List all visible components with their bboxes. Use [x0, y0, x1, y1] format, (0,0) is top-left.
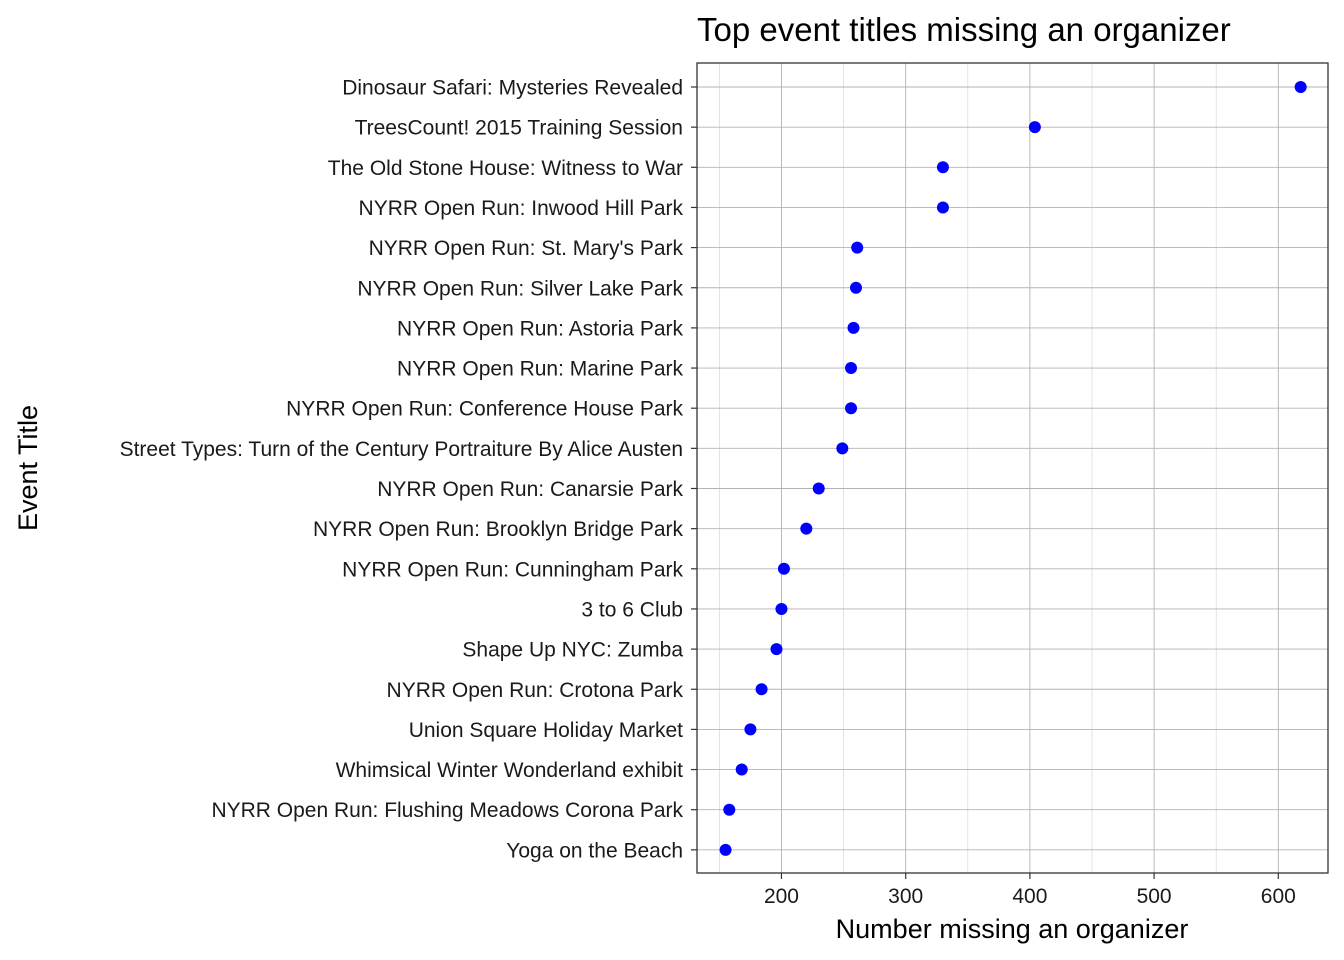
data-point	[744, 723, 757, 736]
data-point	[735, 763, 748, 776]
data-point	[849, 281, 862, 294]
data-point	[845, 362, 858, 375]
data-point	[936, 201, 949, 214]
data-point	[847, 321, 860, 334]
x-tick-label: 300	[888, 885, 923, 908]
x-axis: 200 300 400 500 600	[764, 873, 1296, 908]
y-category-label: NYRR Open Run: Silver Lake Park	[357, 277, 683, 300]
y-category-label: NYRR Open Run: Conference House Park	[286, 398, 683, 421]
data-point	[936, 161, 949, 174]
y-category-label: Union Square Holiday Market	[409, 719, 683, 742]
grid-layer	[697, 63, 1328, 873]
chart-title: Top event titles missing an organizer	[697, 11, 1231, 48]
y-category-label: Shape Up NYC: Zumba	[462, 639, 683, 662]
y-category-label: TreesCount! 2015 Training Session	[355, 117, 683, 140]
y-category-label: 3 to 6 Club	[581, 598, 683, 621]
data-point	[755, 683, 768, 696]
data-point	[777, 562, 790, 575]
data-point	[723, 803, 736, 816]
data-point	[770, 643, 783, 656]
y-category-label: NYRR Open Run: Inwood Hill Park	[359, 197, 684, 220]
y-category-label: NYRR Open Run: Astoria Park	[397, 317, 683, 340]
y-category-label: Whimsical Winter Wonderland exhibit	[336, 759, 684, 782]
points-layer	[719, 81, 1307, 856]
data-point	[719, 843, 732, 856]
y-category-label: Street Types: Turn of the Century Portra…	[120, 438, 683, 461]
data-point	[845, 402, 858, 415]
y-axis: Dinosaur Safari: Mysteries Revealed Trees…	[120, 77, 697, 862]
y-category-label: NYRR Open Run: Flushing Meadows Corona P…	[211, 799, 683, 822]
y-category-label: Dinosaur Safari: Mysteries Revealed	[342, 77, 683, 100]
x-tick-label: 200	[764, 885, 799, 908]
y-category-label: NYRR Open Run: Cunningham Park	[342, 558, 683, 581]
x-axis-title: Number missing an organizer	[836, 914, 1189, 944]
data-point	[851, 241, 864, 254]
y-category-label: Yoga on the Beach	[506, 839, 683, 862]
y-category-label: NYRR Open Run: Brooklyn Bridge Park	[313, 518, 683, 541]
data-point	[1028, 121, 1041, 134]
plot-frame	[696, 62, 1329, 874]
data-point	[812, 482, 825, 495]
y-category-label: The Old Stone House: Witness to War	[328, 157, 683, 180]
data-point	[1294, 81, 1307, 93]
y-category-label: NYRR Open Run: Marine Park	[397, 358, 683, 381]
data-point	[775, 602, 788, 615]
x-tick-label: 400	[1012, 885, 1047, 908]
y-category-label: NYRR Open Run: Canarsie Park	[377, 478, 683, 501]
y-axis-title: Event Title	[13, 405, 43, 531]
x-tick-label: 500	[1137, 885, 1172, 908]
x-tick-label: 600	[1261, 885, 1296, 908]
data-point	[836, 442, 849, 455]
y-category-label: NYRR Open Run: St. Mary's Park	[369, 237, 684, 260]
data-point	[800, 522, 813, 535]
y-category-label: NYRR Open Run: Crotona Park	[387, 679, 684, 702]
